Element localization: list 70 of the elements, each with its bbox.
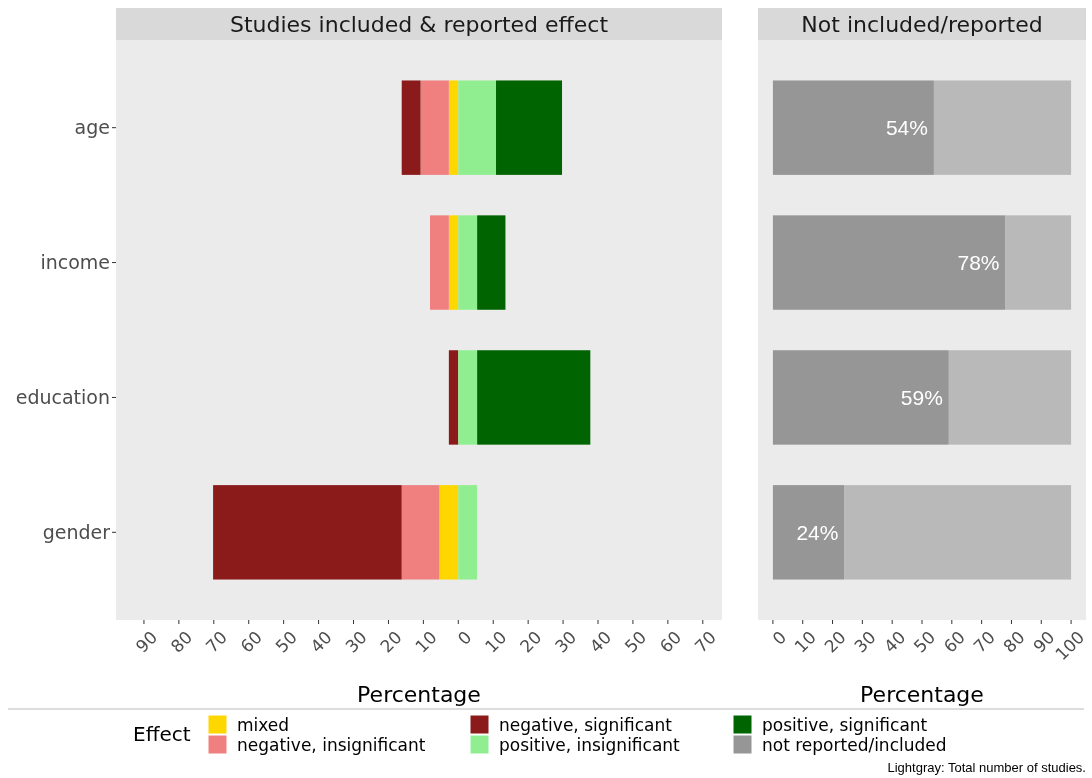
bar (458, 350, 478, 445)
legend-title: Effect (133, 722, 191, 746)
y-tick-label: income (40, 251, 110, 274)
x-tick-label: 50 (620, 627, 651, 657)
legend-label: positive, insignificant (499, 734, 681, 755)
bar (772, 215, 1006, 310)
x-tick-label: 20 (820, 627, 850, 657)
x-tick-label: 10 (481, 627, 511, 657)
x-tick-label: 70 (969, 627, 999, 657)
bar (401, 80, 421, 175)
bar (401, 485, 440, 580)
legend-label: negative, insignificant (237, 734, 426, 755)
x-tick-label: 40 (585, 627, 616, 657)
bar (477, 215, 506, 310)
x-tick-label: 40 (879, 627, 910, 657)
x-tick-label: 50 (909, 627, 940, 657)
bar (448, 350, 459, 445)
y-tick-label: gender (42, 520, 111, 543)
legend-label: mixed (237, 714, 290, 735)
bar (496, 80, 563, 175)
x-tick-label: 40 (306, 627, 336, 657)
bar (772, 485, 845, 580)
x-tick-label: 30 (341, 627, 371, 657)
legend-label: positive, significant (762, 714, 928, 735)
x-tick-label: 80 (999, 627, 1029, 657)
text: Lightgray: Total number of studies. (887, 759, 1086, 775)
bar (458, 80, 497, 175)
bar (844, 485, 1072, 580)
x-axis-title: Percentage (357, 681, 481, 707)
bar (477, 350, 591, 445)
bar (448, 80, 459, 175)
x-tick-label: 70 (690, 627, 721, 657)
bar (213, 485, 402, 580)
x-tick-label: 10 (790, 627, 820, 657)
data-label: 54% (885, 116, 928, 140)
legend-label: negative, significant (499, 714, 673, 735)
bar (430, 215, 449, 310)
x-tick-label: 30 (550, 627, 581, 657)
bar (448, 215, 459, 310)
x-tick-label: 30 (850, 627, 880, 657)
data-label: 24% (796, 520, 839, 544)
x-tick-label: 80 (166, 627, 197, 657)
bar (772, 350, 949, 445)
bar (1005, 215, 1072, 310)
x-tick-label: 60 (939, 627, 970, 657)
bar (458, 215, 478, 310)
x-tick-label: 60 (655, 627, 686, 657)
x-tick-label: 0 (768, 627, 791, 649)
x-tick-label: 20 (515, 627, 546, 657)
bar (439, 485, 459, 580)
x-tick-label: 70 (201, 627, 232, 657)
bar (933, 80, 1072, 175)
data-label: 59% (900, 385, 943, 409)
bar (948, 350, 1072, 445)
chart-title: Not included/reported (801, 11, 1043, 37)
y-tick-label: age (74, 116, 110, 139)
x-axis-title: Percentage (860, 681, 984, 707)
x-tick-label: 0 (453, 627, 476, 649)
bar (420, 80, 449, 175)
x-tick-label: 50 (271, 627, 301, 657)
y-tick-label: education (15, 386, 110, 409)
x-tick-label: 90 (131, 627, 162, 657)
legend-label: not reported/included (762, 734, 947, 755)
chart-title: Studies included & reported effect (229, 11, 609, 37)
x-tick-label: 10 (411, 627, 441, 657)
x-tick-label: 20 (376, 627, 406, 657)
x-tick-label: 60 (236, 627, 266, 657)
bar (458, 485, 478, 580)
bar (772, 80, 934, 175)
data-label: 78% (957, 250, 1000, 274)
